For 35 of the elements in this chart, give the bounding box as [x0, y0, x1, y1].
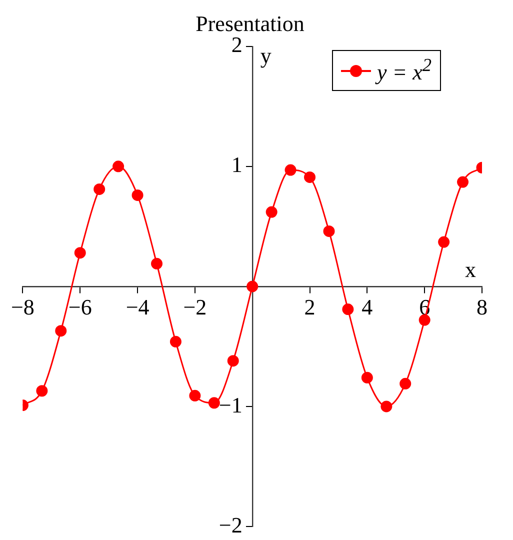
- point: [304, 171, 316, 183]
- point: [342, 304, 354, 316]
- x-tick-label: 2: [304, 294, 316, 320]
- point: [457, 176, 469, 188]
- point: [208, 397, 220, 409]
- x-tick-label: −4: [126, 294, 150, 320]
- point: [323, 225, 335, 237]
- point: [438, 236, 450, 248]
- point: [380, 400, 392, 412]
- point: [189, 390, 201, 402]
- point: [94, 183, 106, 195]
- point: [284, 164, 296, 176]
- y-axis-title: y: [260, 43, 272, 68]
- point: [266, 206, 278, 218]
- point: [151, 258, 163, 270]
- point: [36, 385, 48, 397]
- point: [400, 378, 412, 390]
- point: [227, 355, 239, 367]
- x-tick-label: 8: [476, 294, 488, 320]
- x-tick-label: −2: [183, 294, 207, 320]
- x-axis-title: x: [465, 257, 476, 282]
- legend-label: y = x$^{2}$: [377, 55, 432, 86]
- y-tick-label: 1: [231, 152, 242, 178]
- point: [112, 160, 124, 172]
- point: [246, 280, 258, 292]
- point: [132, 189, 144, 201]
- x-tick-label: 4: [362, 294, 373, 320]
- x-tick-label: −8: [10, 294, 34, 320]
- x-tick-label: −6: [68, 294, 92, 320]
- point: [55, 325, 67, 337]
- y-tick-label: −1: [218, 392, 242, 418]
- point: [74, 247, 86, 259]
- point: [361, 372, 373, 384]
- y-tick-label: −2: [218, 512, 242, 538]
- point: [170, 336, 182, 348]
